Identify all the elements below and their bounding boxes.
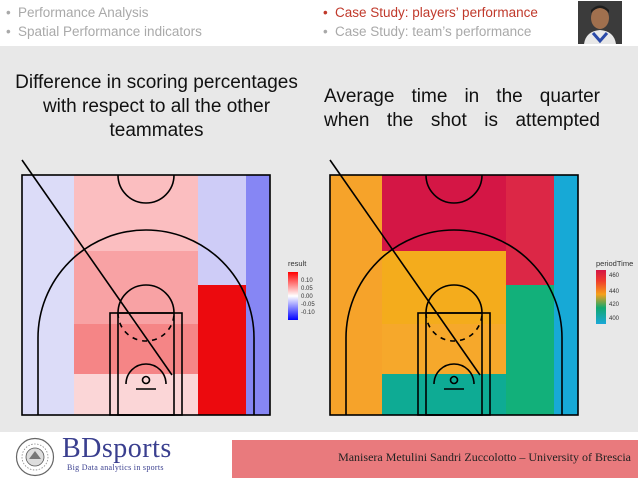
zone-low-left — [74, 374, 198, 415]
right-plot-title: Average time in the quarter when the sho… — [324, 85, 600, 133]
nav-item-spatial-indicators: • Spatial Performance indicators — [6, 24, 202, 39]
slide-header — [0, 0, 638, 46]
zone-left-corner — [330, 175, 382, 415]
left-legend-tick: 0.00 — [301, 294, 313, 300]
university-seal-icon — [15, 437, 55, 477]
right-legend: periodTime 460 440 420 400 — [596, 259, 633, 324]
zone-right-corner — [246, 175, 270, 415]
right-court-heatmap — [330, 175, 578, 415]
left-legend-title: result — [288, 259, 307, 268]
left-court-heatmap — [22, 175, 270, 415]
zone-paint — [382, 324, 506, 374]
zone-paint — [74, 324, 198, 374]
right-court-lines — [329, 159, 579, 416]
nav-item-performance-analysis: • Performance Analysis — [6, 5, 149, 20]
right-legend-tick: 400 — [609, 316, 620, 322]
zone-right-base — [198, 285, 246, 415]
bdsports-tagline: Big Data analytics in sports — [67, 463, 164, 472]
nav-label: Case Study: players’ performance — [335, 5, 538, 20]
nav-item-players-performance: • Case Study: players’ performance — [323, 5, 538, 20]
player-portrait-icon — [578, 1, 622, 44]
zone-right-base — [506, 285, 554, 415]
zone-right-corner — [554, 175, 578, 415]
zone-right-wing — [506, 175, 554, 285]
left-plot-title: Difference in scoring percentages with r… — [15, 72, 298, 141]
right-legend-title: periodTime — [596, 259, 633, 268]
nav-label: Spatial Performance indicators — [18, 24, 202, 39]
zone-left-corner — [22, 175, 74, 415]
left-court-lines — [21, 159, 271, 416]
left-legend-tick: 0.10 — [301, 278, 313, 284]
right-title-line-1: Average time in the quarter — [324, 86, 600, 107]
zone-top-center — [382, 175, 506, 251]
footer-band — [232, 440, 638, 478]
right-legend-tick: 420 — [609, 302, 620, 308]
footer-authors: Manisera Metulini Sandri Zuccolotto – Un… — [338, 450, 631, 464]
left-legend-tick: -0.05 — [301, 302, 315, 308]
zone-low-left — [382, 374, 506, 415]
left-legend-tick: -0.10 — [301, 310, 315, 316]
nav-label: Performance Analysis — [18, 5, 149, 20]
player-photo — [578, 1, 622, 44]
left-legend-tick: 0.05 — [301, 286, 313, 292]
left-color-bar — [288, 272, 298, 320]
bdsports-logo: BDsports — [62, 433, 172, 464]
right-legend-tick: 460 — [609, 273, 620, 279]
left-legend: result 0.10 0.05 0.00 -0.05 -0.10 — [288, 259, 315, 320]
nav-label: Case Study: team’s performance — [335, 24, 532, 39]
right-color-bar — [596, 270, 606, 324]
zone-top-center — [74, 175, 198, 251]
nav-item-team-performance: • Case Study: team’s performance — [323, 24, 532, 39]
right-legend-tick: 440 — [609, 289, 620, 295]
right-title-line-2: when the shot is attempted — [324, 110, 600, 131]
zone-right-wing — [198, 175, 246, 285]
